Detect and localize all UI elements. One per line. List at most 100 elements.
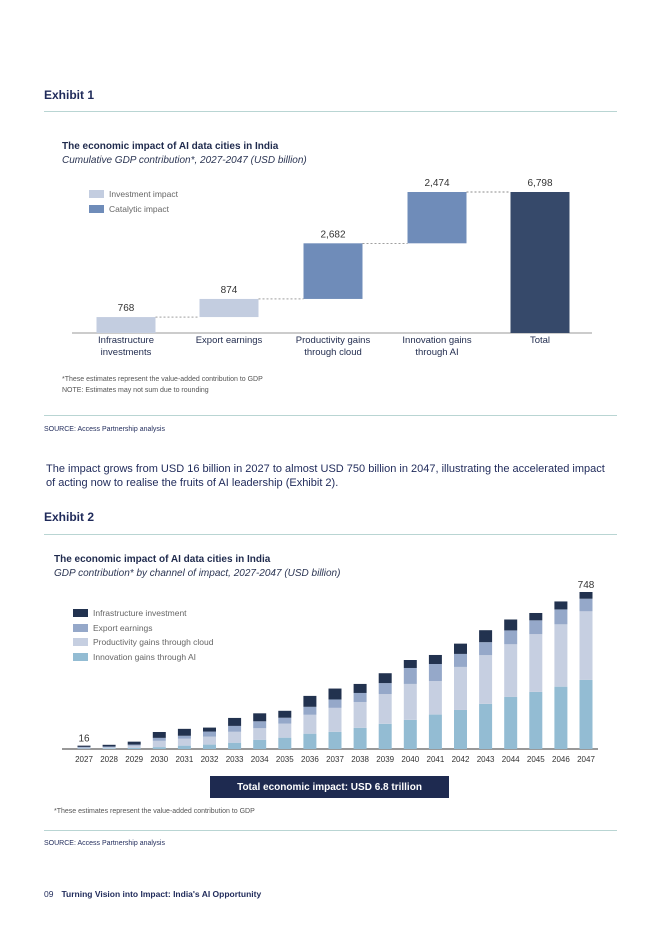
bar-segment [529,691,543,749]
chart1-legend: Investment impact Catalytic impact [89,188,178,215]
category-label: through cloud [304,347,362,358]
bar-segment [77,747,91,749]
year-label: 2037 [326,755,344,764]
year-label: 2041 [427,755,445,764]
year-label: 2043 [477,755,495,764]
chart1-footnote: *These estimates represent the value-add… [62,376,263,383]
year-label: 2029 [125,755,143,764]
legend-swatch [73,623,88,632]
bar-segment [102,746,116,748]
stacked-bar-chart: 2027 16 2028 2029 2030 2031 2032 2033 2034 2035 20… [62,580,598,764]
bar-segment [177,728,191,736]
bar-segment [353,692,367,702]
bar [303,243,363,299]
bar-segment [102,744,116,747]
bar-segment [228,717,242,726]
bar [407,192,467,244]
bar-segment [579,611,593,680]
bar-segment [228,731,242,743]
year-label: 2033 [226,755,244,764]
data-label: 768 [118,303,135,314]
bar-segment [303,706,317,715]
exhibit-1-label: Exhibit 1 [44,88,95,102]
year-label: 2032 [201,755,219,764]
bar-segment [102,748,116,749]
bar-segment [403,660,417,668]
bar-segment [228,725,242,732]
data-label: 6,798 [527,178,552,189]
bar-segment [228,742,242,749]
legend-label: Investment impact [109,189,178,199]
year-label: 2040 [401,755,419,764]
bar-segment [177,738,191,746]
legend-item: Productivity gains through cloud [73,636,214,648]
bar-segment [529,620,543,635]
bar-segment [303,695,317,707]
bar-segment [454,709,467,749]
bar-segment [454,643,467,654]
bar-segment [579,679,593,749]
bar-segment [504,619,518,631]
bar-segment [328,688,342,700]
data-label: 2,682 [320,229,345,240]
bar-segment [504,630,518,645]
bar-segment [529,634,543,692]
chart2-footnote: *These estimates represent the value-add… [54,808,255,815]
legend-swatch [73,638,88,646]
bar-segment [203,727,216,732]
category-label: Productivity gains [296,335,371,346]
bar [199,298,259,318]
bar-segment [579,598,593,612]
year-label: 2047 [577,755,595,764]
legend-swatch [73,609,88,617]
legend-item: Catalytic impact [89,203,178,215]
year-label: 2035 [276,755,294,764]
category-label: investments [101,347,152,358]
bar-segment [504,644,518,697]
legend-item: Investment impact [89,188,178,200]
bar-segment [554,601,568,610]
chart2-subtitle: GDP contribution* by channel of impact, … [54,568,341,579]
bar-segment [328,699,342,708]
page-number: 09 [44,889,54,899]
bar-segment [203,744,216,749]
legend-swatch [89,205,104,213]
bar-segment [127,744,141,746]
category-label: Innovation gains [402,335,471,346]
bar-segment [152,737,166,741]
bar-segment [328,731,342,749]
divider [44,111,617,112]
divider [44,830,617,831]
bar-segment [253,721,267,729]
bar-segment [152,747,166,749]
category-label: Infrastructure [98,335,154,346]
bar-segment [303,714,317,734]
report-title: Turning Vision into Impact: India's AI O… [61,889,262,899]
legend-swatch [89,190,104,198]
bar-segment [479,630,493,643]
legend-item: Innovation gains through AI [73,651,214,663]
year-label: 2034 [251,755,269,764]
bar-segment [253,728,267,740]
bar-segment [77,746,91,748]
legend-label: Innovation gains through AI [93,651,197,662]
bar-segment [253,739,267,749]
bar-segment [378,723,392,749]
chart2-source: SOURCE: Access Partnership analysis [44,840,165,847]
year-label: 2039 [376,755,394,764]
data-label: 16 [78,734,90,745]
legend-label: Export earnings [93,622,153,633]
bar-segment [152,731,166,738]
bar-segment [127,741,141,745]
legend-label: Catalytic impact [109,204,169,214]
year-label: 2044 [502,755,520,764]
bar-segment [479,655,493,704]
total-impact-banner: Total economic impact: USD 6.8 trillion [210,776,449,798]
exhibit-2-label: Exhibit 2 [44,510,95,524]
year-label: 2046 [552,755,570,764]
bar [510,192,570,333]
bar-segment [303,733,317,749]
bar-segment [403,683,417,720]
bar-segment [127,747,141,749]
